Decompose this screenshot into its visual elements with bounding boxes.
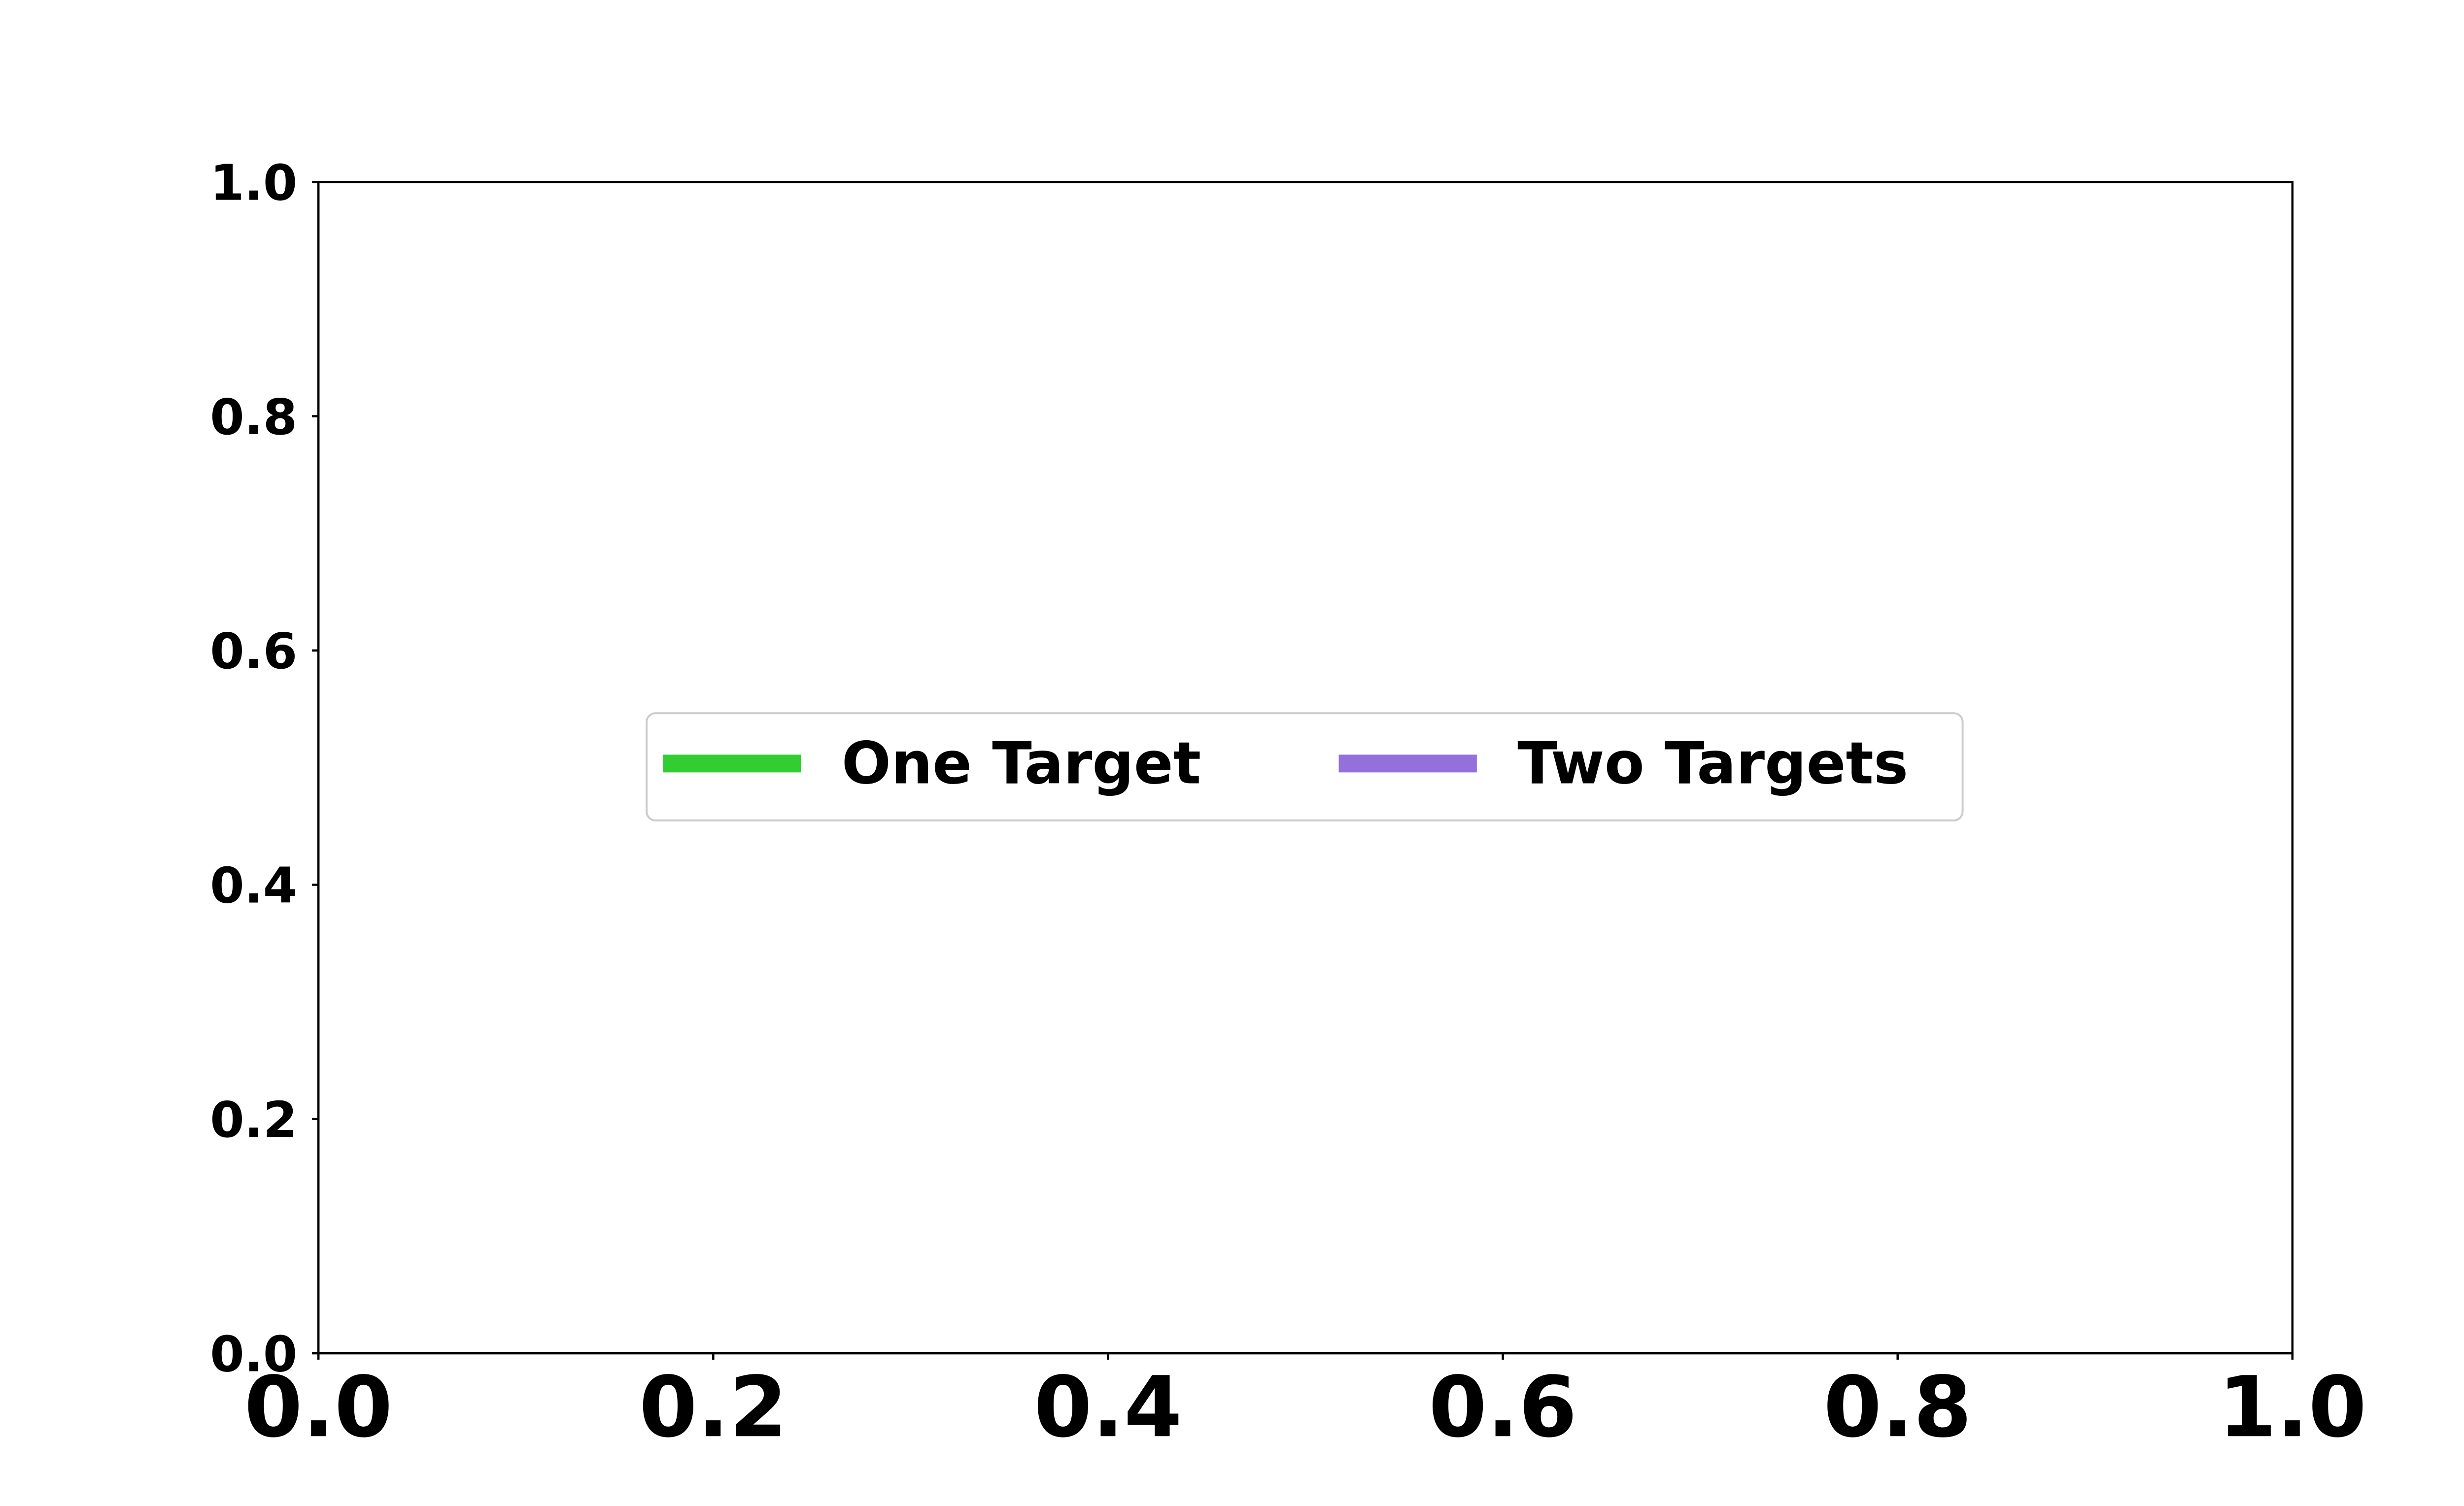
y-tick-label: 0.8 (210, 388, 297, 446)
y-tick-label: 0.4 (210, 857, 297, 915)
legend-box (646, 712, 1964, 821)
legend-item: One Target (663, 729, 1201, 797)
legend-label: One Target (842, 729, 1201, 797)
legend-item: Two Targets (1338, 729, 1908, 797)
plot-area (317, 180, 2294, 1355)
y-tick-label: 0.2 (210, 1091, 297, 1149)
x-tick-label: 0.4 (1034, 1359, 1182, 1456)
axes-frame (317, 180, 2294, 1355)
x-tick-label: 0.2 (639, 1359, 787, 1456)
x-axis: 0.0 0.2 0.4 0.6 0.8 1.0 (244, 1353, 2366, 1456)
legend: One Target Two Targets (646, 712, 1964, 821)
y-tick-label: 0.0 (210, 1325, 297, 1383)
y-tick-label: 1.0 (210, 154, 297, 211)
y-axis: 0.0 0.2 0.4 0.6 0.8 1.0 (210, 154, 319, 1383)
x-tick-label: 1.0 (2218, 1359, 2366, 1456)
x-tick-label: 0.6 (1429, 1359, 1577, 1456)
x-tick-label: 0.8 (1823, 1359, 1972, 1456)
y-tick-label: 0.6 (210, 622, 297, 680)
legend-label: Two Targets (1517, 729, 1908, 797)
x-tick-label: 0.0 (244, 1359, 393, 1456)
